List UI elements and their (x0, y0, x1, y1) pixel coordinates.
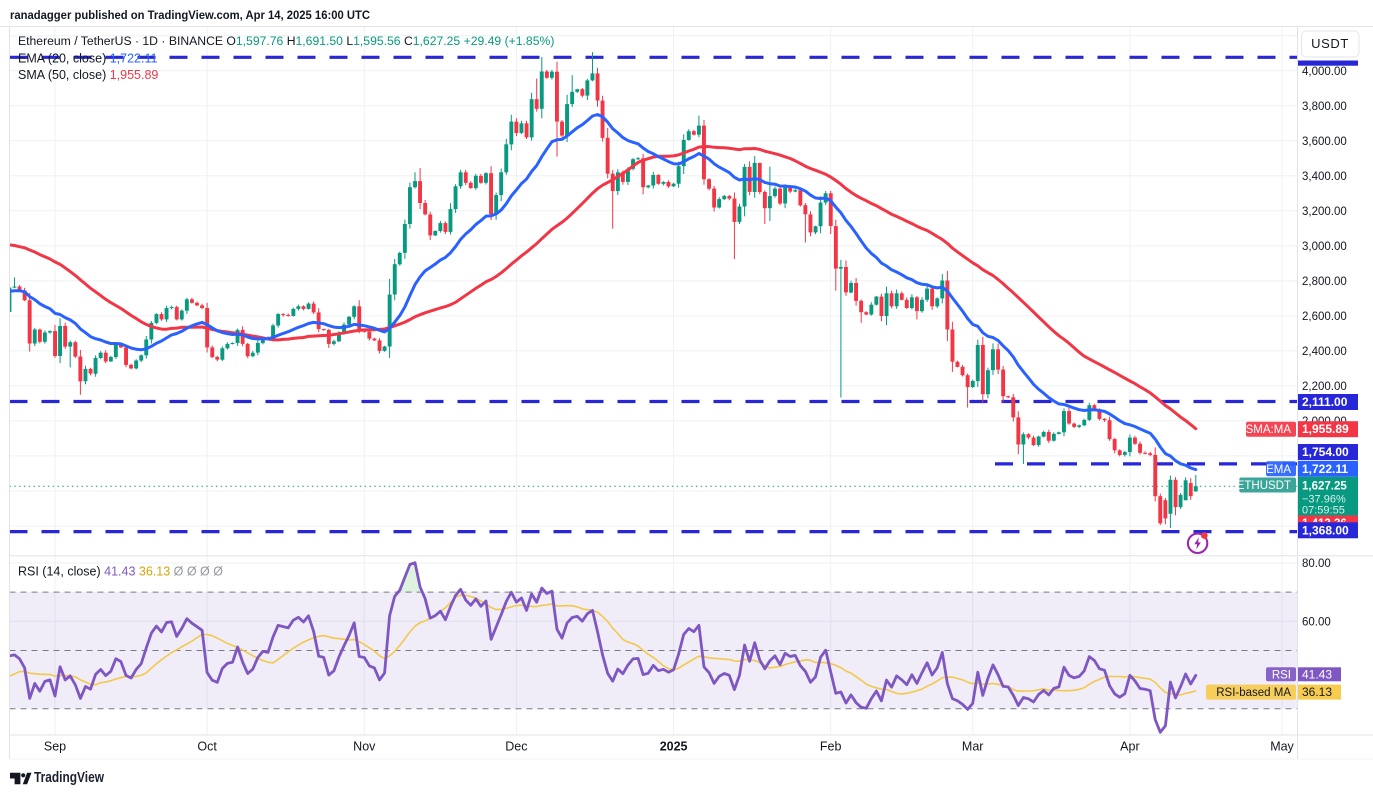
svg-text:1,368.00: 1,368.00 (1302, 523, 1349, 537)
svg-text:Nov: Nov (353, 740, 376, 754)
svg-text:2,400.00: 2,400.00 (1302, 346, 1347, 358)
svg-text:1,722.11: 1,722.11 (1302, 462, 1348, 476)
svg-text:TradingView: TradingView (34, 770, 105, 786)
svg-text:1,754.00: 1,754.00 (1302, 445, 1349, 459)
svg-text:2,600.00: 2,600.00 (1302, 311, 1347, 323)
svg-text:2025: 2025 (660, 740, 688, 754)
svg-text:RSI (14, close) 41.43 36.13 Ø: RSI (14, close) 41.43 36.13 Ø Ø Ø Ø (18, 565, 223, 579)
svg-text:Ethereum / TetherUS · 1D · BIN: Ethereum / TetherUS · 1D · BINANCE O1,59… (18, 34, 554, 48)
svg-text:2,111.00: 2,111.00 (1302, 395, 1348, 409)
svg-text:Feb: Feb (820, 740, 842, 754)
svg-text:EMA (20, close) 1,722.11: EMA (20, close) 1,722.11 (18, 52, 157, 66)
svg-text:May: May (1270, 740, 1294, 754)
svg-text:RSI: RSI (1272, 669, 1291, 681)
svg-text:3,200.00: 3,200.00 (1302, 206, 1347, 218)
svg-text:1,627.25: 1,627.25 (1302, 480, 1347, 492)
svg-text:60.00: 60.00 (1302, 616, 1331, 628)
svg-text:Dec: Dec (505, 740, 527, 754)
svg-text:3,800.00: 3,800.00 (1302, 101, 1347, 113)
svg-text:−37.96%: −37.96% (1302, 493, 1346, 505)
svg-text:RSI-based MA: RSI-based MA (1216, 687, 1291, 699)
svg-text:36.13: 36.13 (1302, 685, 1332, 699)
svg-text:3,000.00: 3,000.00 (1302, 241, 1347, 253)
svg-text:SMA (50, close) 1,955.89: SMA (50, close) 1,955.89 (18, 68, 158, 82)
svg-text:1,955.89: 1,955.89 (1302, 422, 1349, 436)
svg-text:ETHUSDT: ETHUSDT (1237, 480, 1291, 492)
svg-text:SMA:MA: SMA:MA (1246, 424, 1292, 436)
svg-text:41.43: 41.43 (1302, 667, 1332, 681)
svg-text:4,000.00: 4,000.00 (1302, 66, 1347, 78)
svg-text:USDT: USDT (1311, 36, 1349, 51)
svg-text:80.00: 80.00 (1302, 558, 1331, 570)
svg-text:Apr: Apr (1120, 740, 1139, 754)
svg-text:1,413.36: 1,413.36 (1302, 518, 1347, 530)
svg-text:2,800.00: 2,800.00 (1302, 276, 1347, 288)
svg-text:Sep: Sep (44, 740, 66, 754)
svg-text:Mar: Mar (962, 740, 984, 754)
svg-text:2,200.00: 2,200.00 (1302, 381, 1347, 393)
svg-text:EMA: EMA (1266, 464, 1291, 476)
svg-text:ranadagger published on Tradin: ranadagger published on TradingView.com,… (10, 10, 370, 22)
svg-text:3,600.00: 3,600.00 (1302, 136, 1347, 148)
svg-text:3,400.00: 3,400.00 (1302, 171, 1347, 183)
svg-text:Oct: Oct (197, 740, 217, 754)
svg-text:07:59:55: 07:59:55 (1302, 505, 1345, 517)
